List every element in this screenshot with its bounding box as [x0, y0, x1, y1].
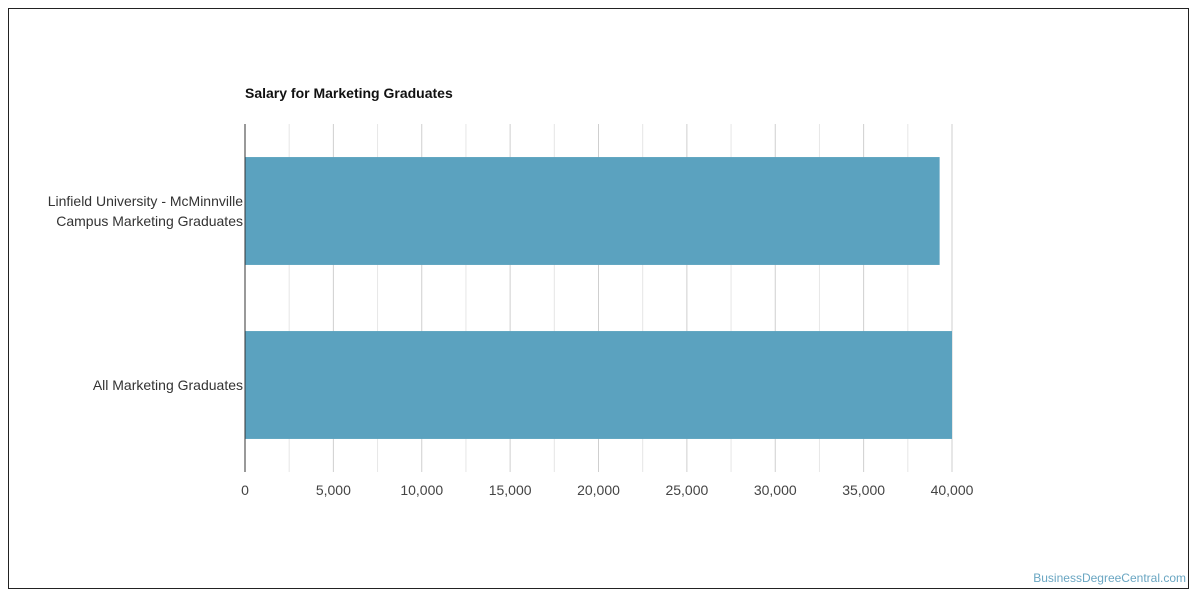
category-label: Linfield University - McMinnville — [48, 193, 243, 209]
x-tick-label: 15,000 — [489, 482, 532, 498]
x-tick-label: 20,000 — [577, 482, 620, 498]
x-tick-label: 25,000 — [665, 482, 708, 498]
chart-title: Salary for Marketing Graduates — [245, 85, 453, 101]
category-labels: Linfield University - McMinnville Campus … — [48, 193, 243, 393]
chart-frame — [8, 8, 1189, 589]
x-tick-label: 5,000 — [316, 482, 351, 498]
category-label: Campus Marketing Graduates — [56, 213, 243, 229]
x-tick-labels: 0 5,000 10,000 15,000 20,000 25,000 30,000 35,0… — [241, 482, 974, 498]
bar-1 — [245, 331, 952, 439]
bar-0 — [245, 157, 940, 265]
x-tick-label: 0 — [241, 482, 249, 498]
x-tick-label: 10,000 — [400, 482, 443, 498]
category-label: All Marketing Graduates — [93, 377, 243, 393]
watermark: BusinessDegreeCentral.com — [1033, 571, 1186, 585]
x-tick-label: 40,000 — [931, 482, 974, 498]
x-tick-label: 30,000 — [754, 482, 797, 498]
x-tick-label: 35,000 — [842, 482, 885, 498]
bars — [245, 157, 952, 439]
